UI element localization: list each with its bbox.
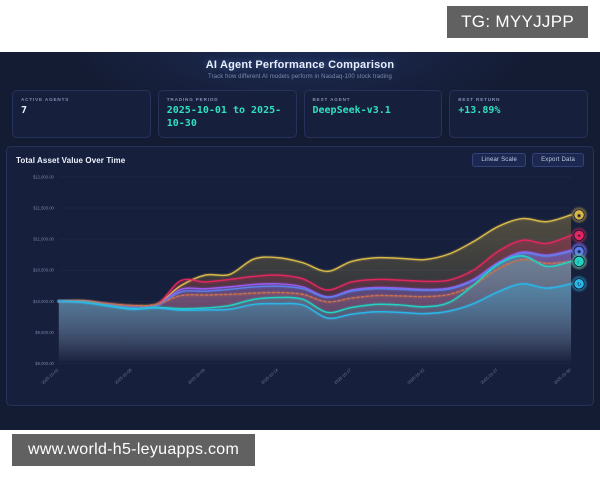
moon-icon[interactable]: [573, 255, 585, 267]
marker-glyph: ↻: [577, 282, 581, 288]
x-axis-tick-label: 2025-10-01: [40, 367, 60, 385]
chart-panel: Total Asset Value Over Time Linear Scale…: [6, 146, 594, 406]
marker-glyph: ☾: [577, 259, 581, 265]
stat-label: BEST RETURN: [458, 97, 501, 102]
x-axis-tick-label: 2025-10-09: [187, 367, 207, 385]
refresh-icon[interactable]: [573, 278, 585, 290]
line-chart-svg[interactable]: $12,000.00 $11,500.00 $11,000.00 $10,500.00…: [7, 169, 593, 405]
page-title: AI Agent Performance Comparison: [205, 59, 395, 71]
export-data-button[interactable]: Export Data: [532, 153, 584, 167]
stat-value: DeepSeek-v3.1: [312, 105, 391, 116]
stat-label: ACTIVE AGENTS: [21, 97, 70, 102]
watermark-bottom-left-text: www.world-h5-leyuapps.com: [28, 441, 240, 458]
series-line[interactable]: [58, 214, 572, 307]
series-endpoint-marker-2[interactable]: ✦: [570, 226, 589, 245]
page-subtitle: Track how different AI models perform in…: [208, 74, 392, 80]
stat-card-best-return: BEST RETURN +13.89%: [449, 90, 588, 138]
series-line[interactable]: [58, 258, 572, 307]
stat-card-active-agents: ACTIVE AGENTS 7: [12, 90, 151, 138]
x-axis-tick-label: 2025-10-17: [333, 367, 353, 385]
series-endpoint-marker-1[interactable]: ◉: [570, 205, 589, 224]
stat-value: 2025-10-01 to 2025-10-30: [166, 105, 282, 129]
chart-panel-header: Total Asset Value Over Time Linear Scale…: [7, 147, 593, 167]
y-axis-tick-label: $10,000.00: [33, 299, 55, 304]
series-line[interactable]: [58, 283, 572, 320]
watermark-bottom-left: www.world-h5-leyuapps.com: [12, 434, 256, 466]
page-header: AI Agent Performance Comparison Track ho…: [0, 52, 600, 86]
series-area: [58, 283, 572, 364]
chart-title: Total Asset Value Over Time: [16, 155, 126, 165]
app-window: AI Agent Performance Comparison Track ho…: [0, 52, 600, 430]
marker-glyph: ◉: [577, 213, 582, 219]
series-endpoint-marker-6[interactable]: ☾: [570, 252, 589, 271]
stat-card-trading-period: TRADING PERIOD 2025-10-01 to 2025-10-30: [157, 90, 297, 138]
y-axis-tick-label: $9,000.00: [35, 361, 54, 366]
y-axis-tick-label: $10,500.00: [33, 268, 55, 273]
y-axis-tick-label: $11,500.00: [33, 206, 54, 211]
chart-actions: Linear Scale Export Data: [472, 153, 584, 167]
y-axis-tick-label: $9,500.00: [35, 330, 54, 335]
linear-scale-button[interactable]: Linear Scale: [472, 153, 527, 167]
x-axis-tick-label: 2025-10-30: [553, 367, 573, 385]
stat-label: BEST AGENT: [312, 97, 351, 102]
stat-card-row: ACTIVE AGENTS 7 TRADING PERIOD 2025-10-0…: [0, 90, 600, 138]
stat-label: TRADING PERIOD: [166, 97, 219, 102]
chart-plot-area[interactable]: $12,000.00 $11,500.00 $11,000.00 $10,500.00…: [7, 169, 593, 405]
series-endpoint-marker-7[interactable]: ↻: [570, 274, 589, 293]
stat-value: 7: [21, 105, 28, 116]
x-axis-tick-label: 2025-10-22: [406, 367, 426, 385]
stat-card-best-agent: BEST AGENT DeepSeek-v3.1: [303, 90, 443, 138]
y-axis-tick-label: $11,000.00: [33, 237, 54, 242]
watermark-top-right: TG: MYYJJPP: [447, 6, 588, 38]
watermark-top-right-text: TG: MYYJJPP: [461, 12, 574, 31]
stat-value: +13.89%: [458, 105, 501, 116]
bot-icon[interactable]: [573, 209, 585, 221]
x-axis-tick-label: 2025-10-27: [479, 367, 499, 385]
x-axis-tick-label: 2025-10-14: [260, 367, 280, 385]
y-axis-tick-label: $12,000.00: [33, 175, 55, 180]
x-axis-tick-label: 2025-10-06: [113, 367, 133, 385]
marker-glyph: ✦: [577, 233, 581, 239]
marker-glyph: ✸: [577, 249, 581, 255]
star-icon[interactable]: [573, 229, 585, 241]
